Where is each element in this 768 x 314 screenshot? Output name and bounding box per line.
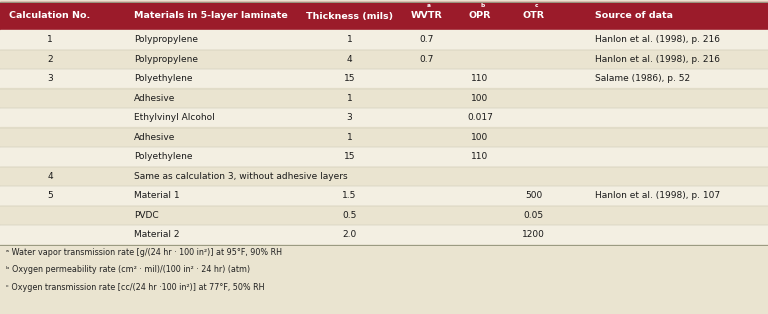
Bar: [0, 166, 768, 186]
Text: ᵃ Water vapor transmission rate [g/(24 hr · 100 in²)] at 95°F, 90% RH: ᵃ Water vapor transmission rate [g/(24 h…: [6, 248, 282, 257]
Text: Calculation No.: Calculation No.: [9, 12, 91, 20]
Text: Material 1: Material 1: [134, 191, 180, 200]
Text: 15: 15: [344, 74, 355, 83]
Text: Hanlon et al. (1998), p. 216: Hanlon et al. (1998), p. 216: [595, 35, 720, 44]
Text: PVDC: PVDC: [134, 211, 159, 220]
Text: ᶜ Oxygen transmission rate [cc/(24 hr ·100 in²)] at 77°F, 50% RH: ᶜ Oxygen transmission rate [cc/(24 hr ·1…: [6, 283, 265, 292]
Text: Polyethylene: Polyethylene: [134, 74, 193, 83]
Text: 1: 1: [47, 35, 53, 44]
Text: 5: 5: [47, 191, 53, 200]
Text: Materials in 5-layer laminate: Materials in 5-layer laminate: [134, 12, 288, 20]
Bar: [0, 205, 768, 225]
Text: Hanlon et al. (1998), p. 107: Hanlon et al. (1998), p. 107: [595, 191, 720, 200]
Text: 3: 3: [346, 113, 353, 122]
Bar: [0, 127, 768, 147]
Text: 1200: 1200: [522, 230, 545, 239]
Text: Material 2: Material 2: [134, 230, 180, 239]
Text: 4: 4: [346, 55, 353, 64]
Text: 1: 1: [346, 94, 353, 103]
Text: 2.0: 2.0: [343, 230, 356, 239]
Bar: [0, 186, 768, 205]
Text: Adhesive: Adhesive: [134, 133, 176, 142]
Text: 100: 100: [472, 94, 488, 103]
Text: 1.5: 1.5: [343, 191, 356, 200]
Text: Hanlon et al. (1998), p. 216: Hanlon et al. (1998), p. 216: [595, 55, 720, 64]
Bar: [0, 2, 768, 30]
Text: 500: 500: [525, 191, 542, 200]
Text: c: c: [535, 3, 538, 8]
Bar: [0, 108, 768, 127]
Bar: [0, 69, 768, 89]
Text: Same as calculation 3, without adhesive layers: Same as calculation 3, without adhesive …: [134, 172, 348, 181]
Text: Adhesive: Adhesive: [134, 94, 176, 103]
Text: a: a: [427, 3, 431, 8]
Bar: [0, 30, 768, 50]
Text: Polypropylene: Polypropylene: [134, 35, 198, 44]
Text: 4: 4: [47, 172, 53, 181]
Text: 1: 1: [346, 133, 353, 142]
Text: 100: 100: [472, 133, 488, 142]
Text: 0.7: 0.7: [419, 55, 433, 64]
Text: 3: 3: [47, 74, 53, 83]
Text: 0.5: 0.5: [343, 211, 356, 220]
Text: 0.7: 0.7: [419, 35, 433, 44]
Text: 0.017: 0.017: [467, 113, 493, 122]
Text: Ethylvinyl Alcohol: Ethylvinyl Alcohol: [134, 113, 215, 122]
Text: OTR: OTR: [523, 12, 545, 20]
Text: Polypropylene: Polypropylene: [134, 55, 198, 64]
Text: 15: 15: [344, 152, 355, 161]
Text: 2: 2: [47, 55, 53, 64]
Text: 110: 110: [472, 152, 488, 161]
Text: 110: 110: [472, 74, 488, 83]
Text: Source of data: Source of data: [595, 12, 674, 20]
Bar: [0, 89, 768, 108]
Text: WVTR: WVTR: [410, 12, 442, 20]
Bar: [0, 225, 768, 245]
Text: Salame (1986), p. 52: Salame (1986), p. 52: [595, 74, 690, 83]
Bar: [0, 245, 768, 314]
Text: b: b: [481, 3, 485, 8]
Text: Polyethylene: Polyethylene: [134, 152, 193, 161]
Text: 0.05: 0.05: [524, 211, 544, 220]
Text: 1: 1: [346, 35, 353, 44]
Bar: [0, 50, 768, 69]
Text: ᵇ Oxygen permeability rate (cm² · mil)/(100 in² · 24 hr) (atm): ᵇ Oxygen permeability rate (cm² · mil)/(…: [6, 265, 250, 274]
Bar: [0, 147, 768, 166]
Text: OPR: OPR: [468, 12, 492, 20]
Text: Thickness (mils): Thickness (mils): [306, 12, 393, 20]
